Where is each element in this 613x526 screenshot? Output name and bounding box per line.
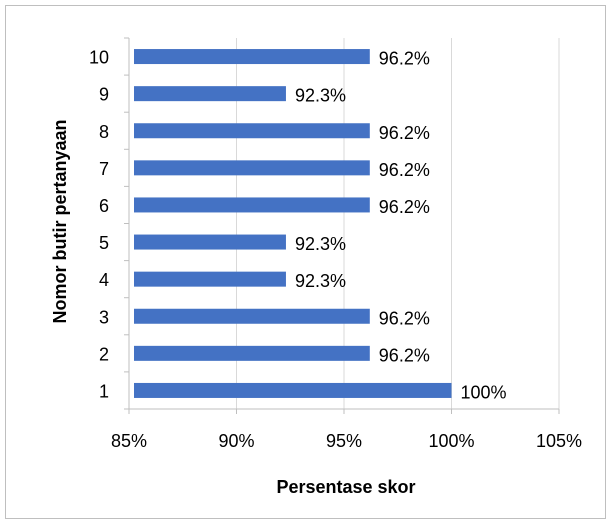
bar-5	[134, 234, 286, 250]
bar-3	[134, 308, 370, 324]
x-tick-label-85: 85%	[111, 431, 147, 451]
data-label-3: 96.2%	[379, 308, 430, 328]
y-tick-label-9: 9	[99, 85, 109, 105]
axes	[124, 37, 560, 414]
data-label-1: 100%	[461, 382, 507, 402]
bar-4	[134, 271, 286, 287]
bar-7	[134, 160, 370, 176]
bar-9	[134, 86, 286, 102]
x-tick-label-100: 100%	[428, 431, 474, 451]
data-label-8: 96.2%	[379, 123, 430, 143]
y-tick-label-1: 1	[99, 381, 109, 401]
bar-10	[134, 49, 370, 65]
y-tick-label-2: 2	[99, 344, 109, 364]
x-tick-label-105: 105%	[536, 431, 582, 451]
data-label-7: 96.2%	[379, 160, 430, 180]
x-tick-label-95: 95%	[326, 431, 362, 451]
data-label-9: 92.3%	[295, 86, 346, 106]
bar-1	[134, 382, 452, 398]
data-label-6: 96.2%	[379, 197, 430, 217]
y-tick-label-7: 7	[99, 159, 109, 179]
data-labels: 100% 96.2% 96.2% 92.3% 92.3% 96.2% 96.2% 96.2% 9…	[295, 49, 507, 403]
bar-2	[134, 345, 370, 361]
y-tick-label-6: 6	[99, 196, 109, 216]
data-label-5: 92.3%	[295, 234, 346, 254]
data-label-2: 96.2%	[379, 345, 430, 365]
bars	[134, 49, 452, 398]
x-tick-label-90: 90%	[218, 431, 254, 451]
y-tick-label-10: 10	[89, 48, 109, 68]
y-axis-title: Nomor butir pertanyaan	[50, 119, 70, 323]
chart-frame	[5, 5, 606, 519]
x-axis-title: Persentase skor	[276, 477, 415, 497]
bar-6	[134, 197, 370, 213]
tick-labels: 85% 90% 95% 100% 105% 1 2 3 4 5 6 7 8 9 10	[89, 48, 582, 451]
y-tick-label-8: 8	[99, 122, 109, 142]
y-tick-label-3: 3	[99, 307, 109, 327]
data-label-10: 96.2%	[379, 49, 430, 69]
data-label-4: 92.3%	[295, 271, 346, 291]
y-tick-label-4: 4	[99, 270, 109, 290]
bar-8	[134, 123, 370, 139]
y-tick-label-5: 5	[99, 233, 109, 253]
